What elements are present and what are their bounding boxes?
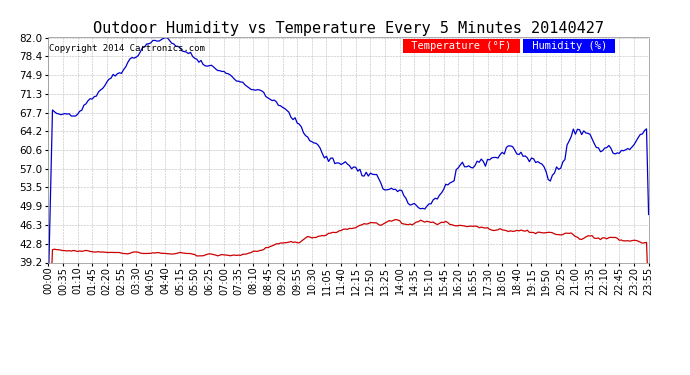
Text: Copyright 2014 Cartronics.com: Copyright 2014 Cartronics.com: [49, 44, 205, 53]
Text: Humidity (%): Humidity (%): [526, 41, 613, 51]
Title: Outdoor Humidity vs Temperature Every 5 Minutes 20140427: Outdoor Humidity vs Temperature Every 5 …: [93, 21, 604, 36]
Text: Temperature (°F): Temperature (°F): [406, 41, 518, 51]
